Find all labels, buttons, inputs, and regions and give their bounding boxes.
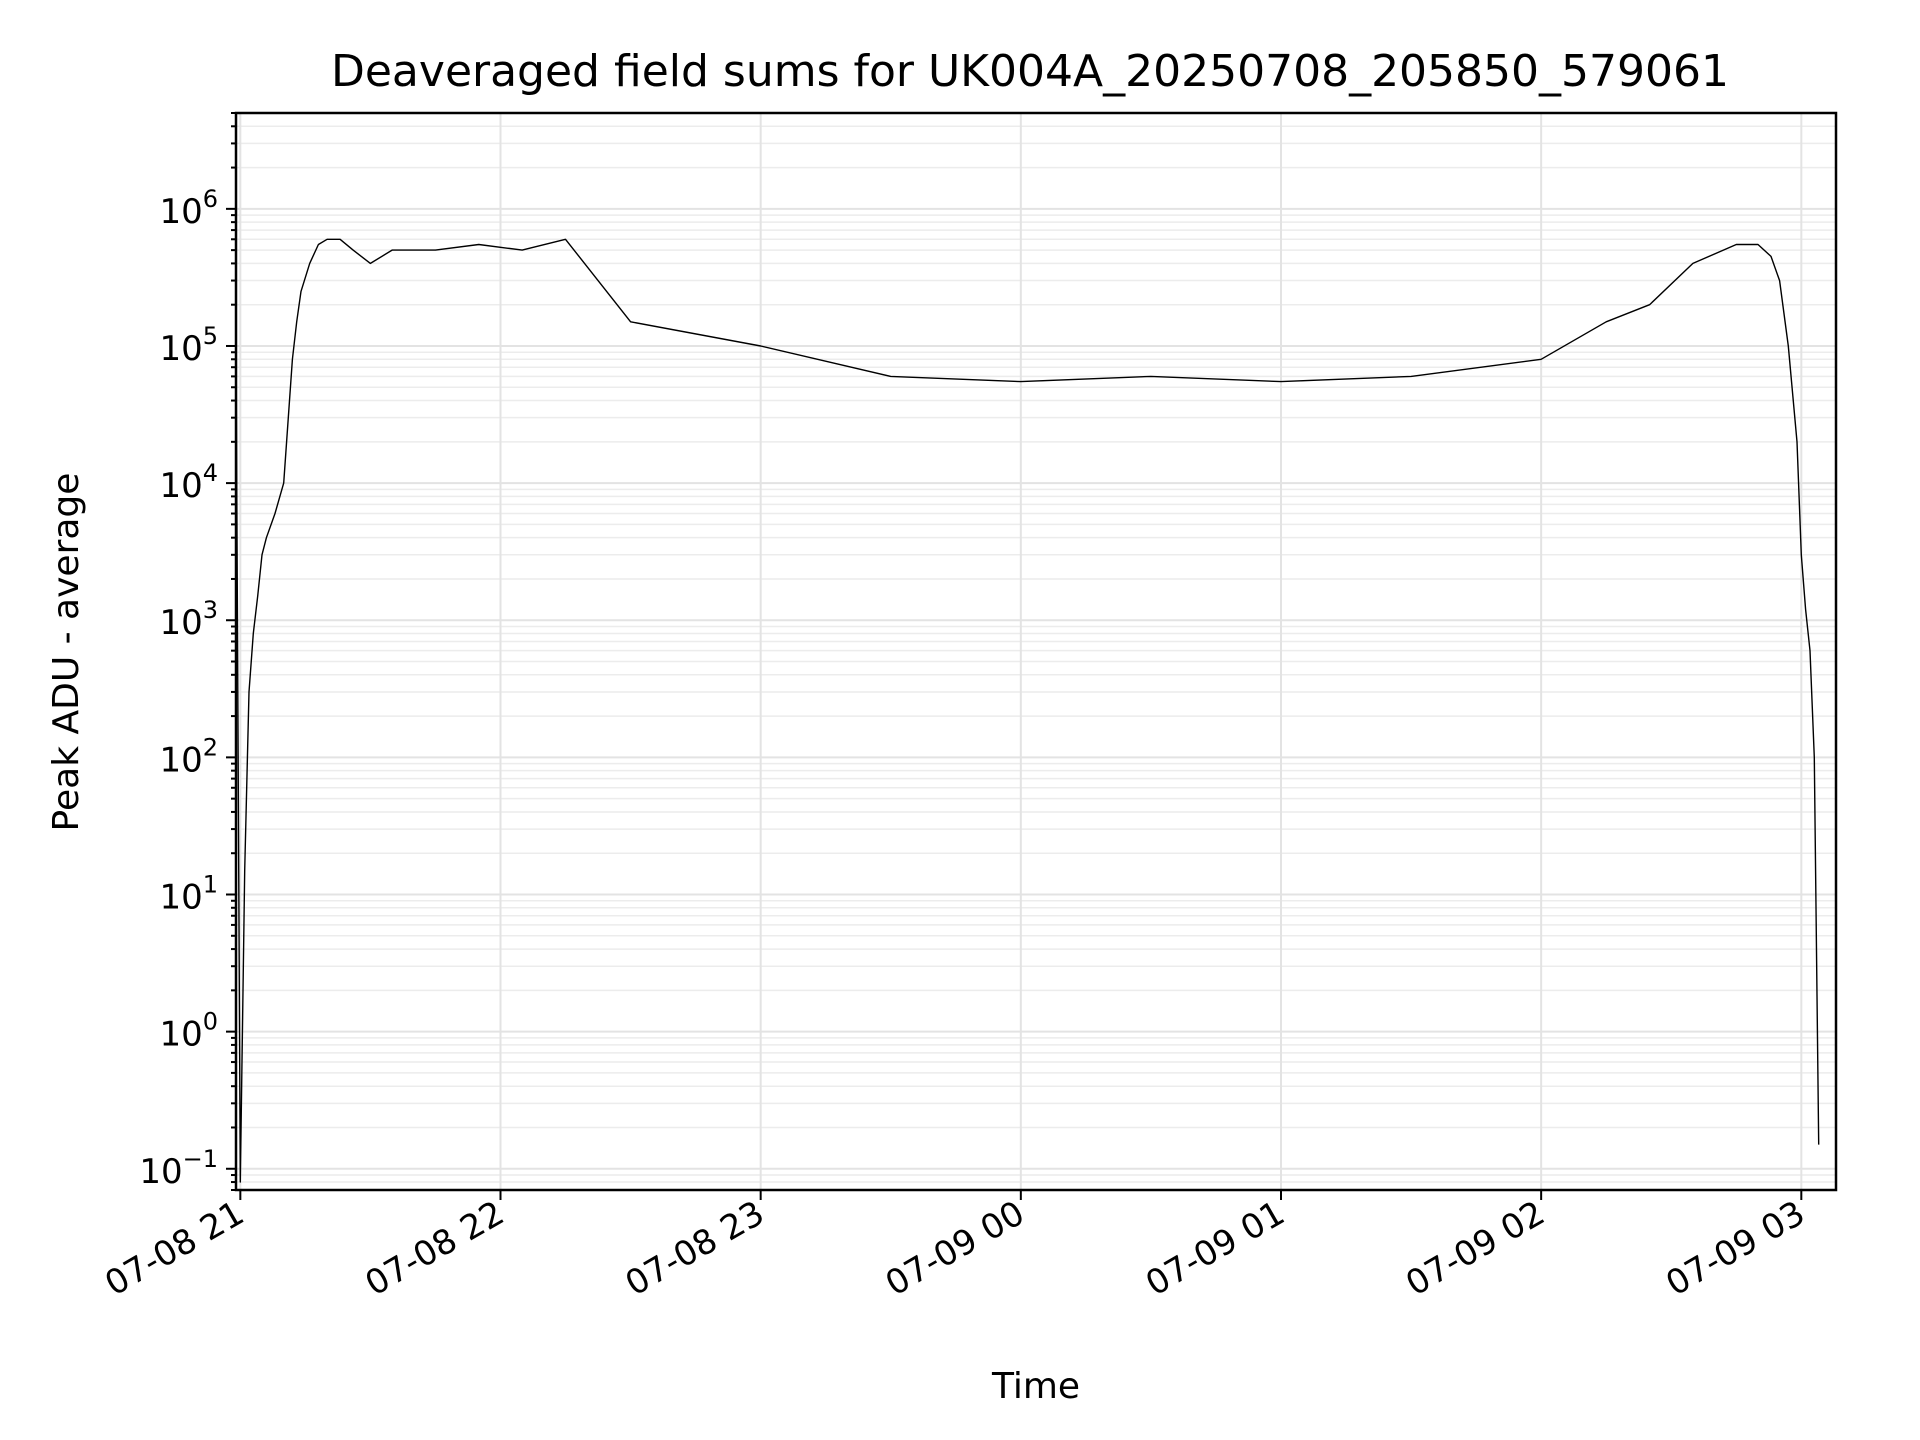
x-tick-label: 07-09 02 — [1399, 1193, 1551, 1304]
y-axis: 10−1 100 101 102 103 104 105 106 — [139, 112, 236, 1192]
y-tick-label: 105 — [159, 322, 218, 369]
x-axis: 07-08 21 07-08 22 07-08 23 07-09 00 07-09 01… — [98, 1190, 1812, 1304]
x-tick-label: 07-09 01 — [1139, 1193, 1291, 1304]
x-tick-label: 07-08 21 — [98, 1193, 250, 1304]
y-tick-label: 104 — [159, 459, 218, 506]
series-layer — [235, 238, 1820, 1183]
plot-frame — [234, 111, 1838, 1192]
series-line-0 — [235, 238, 1820, 1183]
x-tick-label: 07-08 23 — [619, 1193, 771, 1304]
x-tick-label: 07-09 03 — [1659, 1193, 1811, 1304]
y-tick-label: 102 — [159, 733, 218, 780]
y-tick-label: 10−1 — [139, 1145, 218, 1192]
y-tick-label: 100 — [159, 1008, 218, 1055]
y-tick-label: 101 — [159, 870, 218, 917]
x-tick-label: 07-09 00 — [879, 1193, 1031, 1304]
grid — [236, 112, 1836, 1191]
y-tick-label: 103 — [159, 596, 218, 643]
chart-title: Deaveraged field sums for UK004A_2025070… — [331, 46, 1729, 97]
x-tick-label: 07-08 22 — [359, 1193, 511, 1304]
y-axis-label: Peak ADU - average — [46, 473, 87, 832]
y-tick-label: 106 — [159, 185, 218, 232]
x-axis-label: Time — [991, 1366, 1080, 1407]
